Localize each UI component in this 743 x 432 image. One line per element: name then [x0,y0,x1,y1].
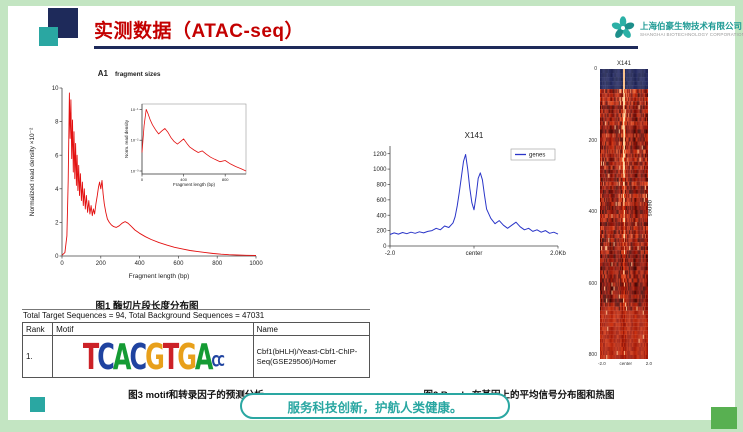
motif-rank-cell: 1. [21,335,54,378]
motif-letter: A [194,335,214,378]
svg-text:800: 800 [212,261,223,267]
bottom-left-teal-square [30,397,45,412]
fig3-caption: 图3 motif和转录因子的预测分析 [128,390,264,401]
svg-text:10⁻³: 10⁻³ [131,168,140,173]
svg-text:6: 6 [55,153,59,159]
svg-text:400: 400 [376,213,387,219]
slide: 实测数据（ATAC-seq） 上海伯豪生物技术有限公司 SHANGHAI BIO… [8,6,743,420]
svg-text:0: 0 [60,261,64,267]
bottom-right-green-square [711,407,737,429]
company-logo: 上海伯豪生物技术有限公司 SHANGHAI BIOTECHNOLOGY CORP… [610,15,743,41]
heatmap-x-tick: -2.0 [598,361,606,366]
motif-table-header-motif: Motif [52,322,254,336]
footer-slogan-banner: 服务科技创新，护航人类健康。 [240,393,510,419]
heatmap-genes-label: genes [646,200,652,217]
heatmap-canvas [600,69,648,359]
svg-text:A1: A1 [98,69,109,78]
heatmap-title: X141 [616,61,631,67]
motif-table: Rank Motif Name 1. TCACGTGACC Cbf1(bHLH)… [21,322,371,378]
svg-text:1000: 1000 [373,167,387,173]
svg-text:0: 0 [55,254,59,260]
motif-table-header-row: Rank Motif Name [21,322,371,336]
svg-text:200: 200 [376,229,387,235]
svg-text:0: 0 [141,177,144,182]
title-underline [94,46,638,49]
company-name-cn: 上海伯豪生物技术有限公司 [640,20,743,31]
heatmap-y-ticks: 0 200 400 600 800 [578,60,598,365]
svg-text:4: 4 [55,187,59,193]
motif-table-header-name: Name [252,322,371,336]
page-title: 实测数据（ATAC-seq） [94,21,305,42]
svg-text:1200: 1200 [373,152,387,158]
svg-text:8: 8 [55,120,59,126]
heatmap-y-tick: 800 [588,352,597,358]
company-name-en: SHANGHAI BIOTECHNOLOGY CORPORATION [640,31,743,37]
motif-letter: C [129,335,148,378]
svg-text:600: 600 [376,198,387,204]
svg-text:1000: 1000 [249,261,263,267]
motif-letter: C [97,335,115,378]
motif-letter: T [162,335,180,378]
motif-letter: T [82,335,100,378]
svg-text:fragment sizes: fragment sizes [115,71,161,78]
motif-name-cell: Cbf1(bHLH)/Yeast-Cbf1-ChIP-Seq(GSE29506)… [252,335,371,378]
svg-text:-2.0: -2.0 [385,251,396,257]
motif-analysis-section: Total Target Sequences = 94, Total Backg… [21,309,371,378]
svg-text:10⁻²: 10⁻² [131,138,140,143]
heatmap-y-tick: 600 [588,280,597,287]
svg-text:10: 10 [52,86,59,92]
svg-text:0: 0 [383,244,387,250]
svg-text:Norm. read density: Norm. read density [124,119,129,158]
heatmap-x-tick: center [619,361,632,366]
motif-letter: C [217,353,225,370]
svg-text:800: 800 [222,177,229,182]
svg-text:center: center [466,251,483,257]
teal-square-decoration [39,27,58,46]
fig1-caption: 图1 酶切片段长度分布图 [95,301,199,312]
svg-text:2: 2 [55,221,59,227]
heatmap-x-tick: 2.0 [645,361,652,366]
svg-text:genes: genes [529,153,545,159]
heatmap-y-tick: 400 [588,209,597,215]
motif-letter: G [177,335,197,378]
svg-text:Normalized read density ×10⁻²: Normalized read density ×10⁻² [29,127,36,216]
motif-table-row: 1. TCACGTGACC Cbf1(bHLH)/Yeast-Cbf1-ChIP… [21,335,371,378]
fig2-profile-chart: 0 200 400 600 800 1000 1200 -2.0 center 2.0Kb X141… [373,131,566,257]
svg-text:Fragment length (bp): Fragment length (bp) [173,182,216,187]
svg-text:Fragment length (bp): Fragment length (bp) [129,273,190,280]
heatmap-figure: X141 0 200 400 600 800 genes -2.0 center 2.0 [578,60,690,395]
svg-text:400: 400 [180,177,187,182]
motif-summary: Total Target Sequences = 94, Total Backg… [22,309,370,322]
motif-letter: G [145,335,165,378]
motif-table-header-rank: Rank [21,322,54,336]
svg-text:800: 800 [376,183,387,189]
heatmap-y-tick: 0 [594,66,597,72]
svg-text:600: 600 [173,261,184,267]
svg-text:X141: X141 [465,131,484,140]
svg-text:2.0Kb: 2.0Kb [550,251,566,257]
fig2-caption: 图2 Reads 在基因上的平均信号分布图和热图 [423,390,615,401]
svg-text:400: 400 [135,261,146,267]
footer-slogan: 服务科技创新，护航人类健康。 [287,400,463,415]
svg-text:10⁻¹: 10⁻¹ [131,107,140,112]
motif-letter: C [211,350,220,371]
heatmap-x-ticks: -2.0 center 2.0 [598,361,652,366]
company-logo-icon [611,16,635,38]
heatmap-y-tick: 200 [588,137,597,144]
motif-letter: A [112,335,132,378]
svg-text:200: 200 [96,261,107,267]
motif-sequence-logo: TCACGTGACC [52,335,254,378]
fig1-fragment-size-chart: 0 2 4 6 8 10 0 200 400 600 800 1000 Fragment length … [29,69,263,280]
